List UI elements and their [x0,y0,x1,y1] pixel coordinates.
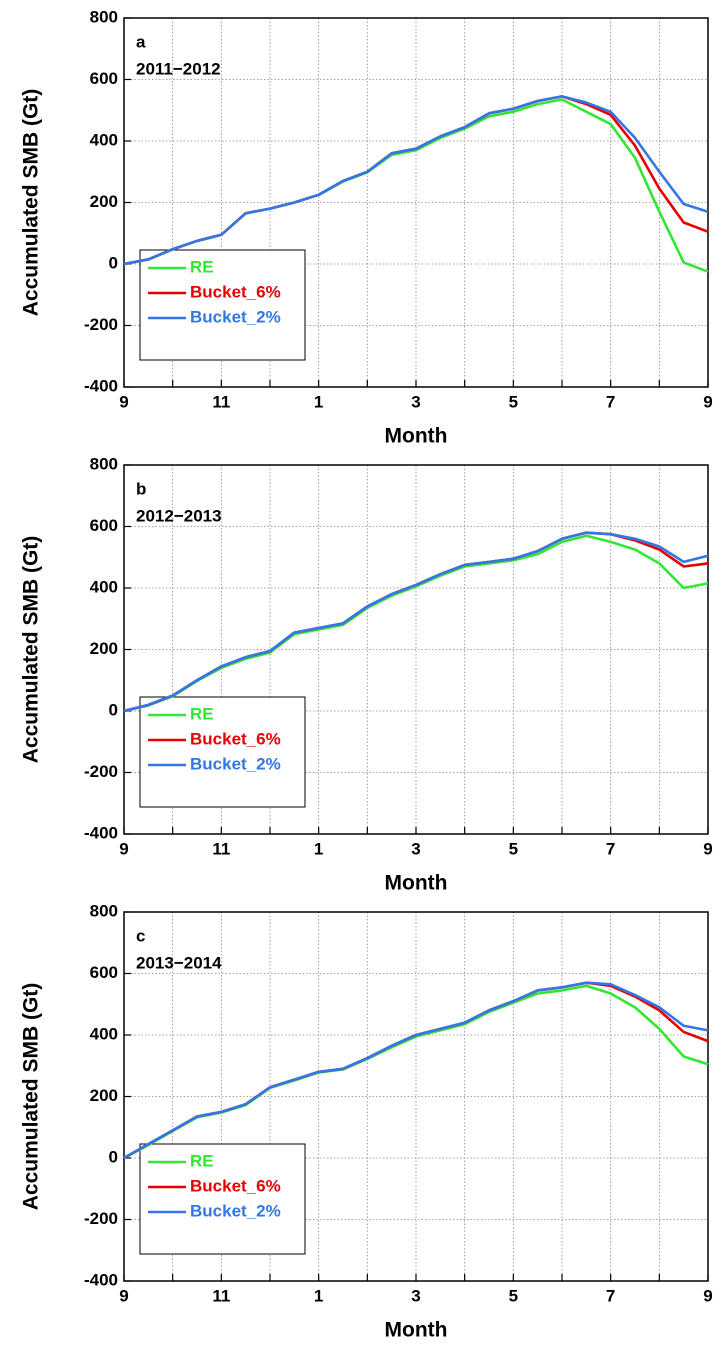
x-axis-label: Month [385,1319,448,1342]
legend-label: Bucket_6% [190,282,281,301]
y-tick-label: -400 [84,823,118,842]
y-axis-label: Accumulated SMB (Gt) [20,89,43,317]
x-tick-label: 3 [411,839,420,858]
period-label: 2012−2013 [136,506,222,525]
x-axis-label: Month [385,872,448,895]
x-tick-label: 9 [703,839,712,858]
data-line [123,531,709,713]
x-tick-label: 7 [606,839,615,858]
data-line [123,531,709,713]
y-tick-label: 400 [90,577,118,596]
x-tick-label: 9 [703,392,712,411]
y-tick-label: 800 [90,901,118,920]
plot-frame [123,17,709,388]
y-tick-label: 200 [90,1086,118,1105]
y-tick-label: -400 [84,376,118,395]
y-axis-label: Accumulated SMB (Gt) [20,983,43,1211]
y-tick-label: -400 [84,1270,118,1289]
y-tick-label: 800 [90,454,118,473]
x-tick-label: 7 [606,392,615,411]
y-tick-label: -200 [84,762,118,781]
x-tick-label: 9 [119,392,128,411]
plot-frame [123,464,709,835]
y-axis-label: Accumulated SMB (Gt) [20,536,43,764]
period-label: 2013−2014 [136,953,222,972]
x-tick-label: 11 [212,392,230,411]
legend-label: Bucket_6% [190,1176,281,1195]
y-tick-label: 400 [90,1024,118,1043]
data-line [123,534,709,713]
data-line [123,981,709,1160]
panel-label: b [136,479,146,498]
y-tick-label: -200 [84,1209,118,1228]
data-line [123,95,709,266]
panel-label: a [136,32,146,51]
x-tick-label: 9 [119,839,128,858]
y-tick-label: 0 [109,253,118,272]
y-tick-label: 0 [109,700,118,719]
x-tick-label: 1 [314,1286,323,1305]
period-label: 2011−2012 [136,59,221,78]
legend-label: Bucket_2% [190,307,281,326]
legend-label: RE [190,257,214,276]
x-tick-label: 3 [411,1286,420,1305]
x-tick-label: 1 [314,839,323,858]
data-line [123,984,709,1160]
x-tick-label: 11 [212,1286,230,1305]
legend-label: Bucket_6% [190,729,281,748]
y-tick-label: 200 [90,639,118,658]
y-tick-label: 400 [90,130,118,149]
x-tick-label: 11 [212,839,230,858]
x-tick-label: 9 [119,1286,128,1305]
y-tick-label: -200 [84,315,118,334]
legend-label: Bucket_2% [190,754,281,773]
x-tick-label: 5 [509,839,518,858]
legend-label: RE [190,704,214,723]
legend-box [139,249,306,361]
panel-label: c [136,926,145,945]
x-tick-label: 9 [703,1286,712,1305]
legend-box [139,696,306,808]
x-tick-label: 5 [509,392,518,411]
x-tick-label: 3 [411,392,420,411]
x-axis-label: Month [385,425,448,448]
y-tick-label: 0 [109,1147,118,1166]
y-tick-label: 200 [90,192,118,211]
y-tick-label: 600 [90,516,118,535]
y-tick-label: 600 [90,69,118,88]
plot-frame [123,911,709,1282]
y-tick-label: 600 [90,963,118,982]
legend-box [139,1143,306,1255]
x-tick-label: 7 [606,1286,615,1305]
x-tick-label: 5 [509,1286,518,1305]
legend-label: RE [190,1151,214,1170]
x-tick-label: 1 [314,392,323,411]
legend-label: Bucket_2% [190,1201,281,1220]
y-tick-label: 800 [90,7,118,26]
